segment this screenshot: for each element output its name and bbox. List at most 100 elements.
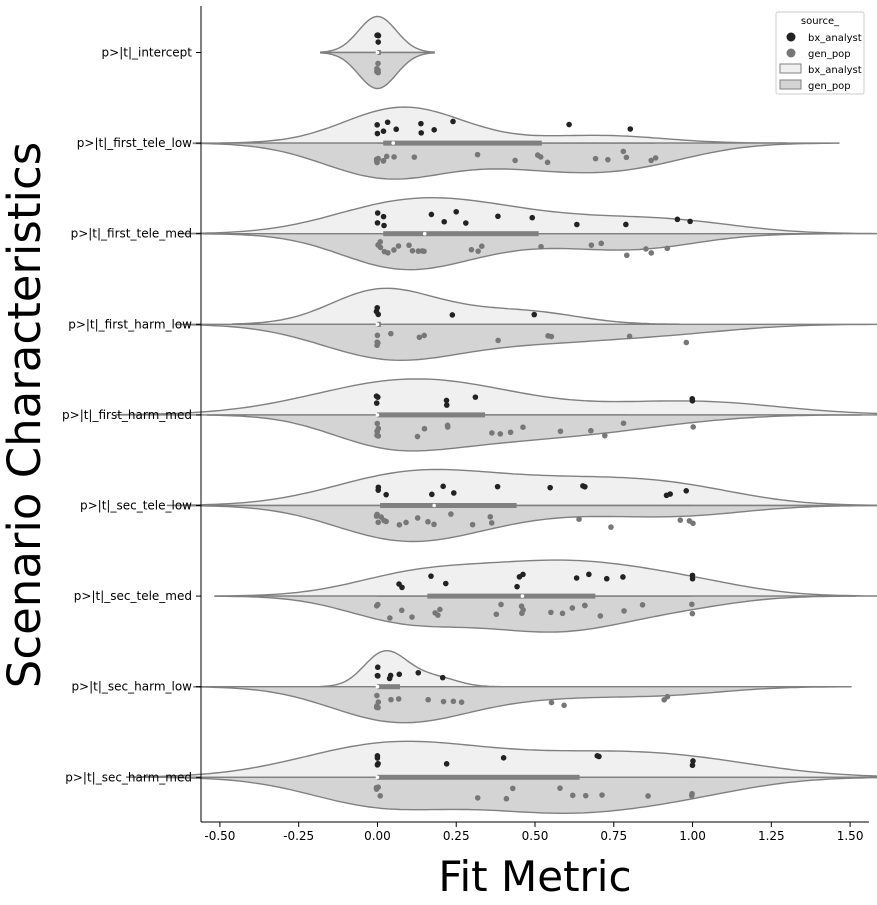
data-point-gen_pop <box>375 69 381 76</box>
data-point-gen_pop <box>421 425 428 432</box>
data-point-gen_pop <box>689 790 695 797</box>
data-point-bx_analyst <box>443 402 450 408</box>
data-point-bx_analyst <box>690 758 696 764</box>
data-point-bx_analyst <box>494 483 501 490</box>
violin-group <box>193 650 852 724</box>
legend-marker-bx-analyst-point <box>786 32 796 42</box>
box-iqr <box>427 593 596 599</box>
data-point-gen_pop <box>374 332 381 339</box>
legend-label-bx-analyst-point: bx_analyst <box>808 33 862 44</box>
data-point-gen_pop <box>519 610 525 617</box>
data-point-gen_pop <box>690 520 696 527</box>
violin-group <box>126 740 877 814</box>
data-point-bx_analyst <box>573 575 580 581</box>
data-point-gen_pop <box>495 337 501 344</box>
data-point-gen_pop <box>395 696 402 702</box>
data-point-gen_pop <box>576 516 582 522</box>
data-point-bx_analyst <box>373 400 380 406</box>
data-point-bx_analyst <box>384 119 391 126</box>
violin-group <box>320 15 435 90</box>
data-point-bx_analyst <box>443 761 450 767</box>
data-point-bx_analyst <box>429 491 435 498</box>
data-point-gen_pop <box>435 612 441 618</box>
data-point-bx_analyst <box>603 575 610 582</box>
box-iqr <box>383 140 542 146</box>
violin-bx_analyst <box>220 106 787 144</box>
data-point-gen_pop <box>469 521 476 528</box>
data-point-bx_analyst <box>374 32 381 38</box>
box-median <box>375 684 380 689</box>
x-tick-label: 1.50 <box>837 829 864 843</box>
data-point-gen_pop <box>626 333 633 340</box>
data-point-bx_analyst <box>689 398 696 404</box>
x-tick-label: 0.75 <box>600 829 627 843</box>
data-point-gen_pop <box>599 792 605 798</box>
data-point-gen_pop <box>623 154 630 161</box>
data-point-bx_analyst <box>450 118 456 125</box>
data-point-gen_pop <box>374 342 380 349</box>
violin-bx_analyst <box>177 197 877 235</box>
data-point-bx_analyst <box>443 397 450 404</box>
violin-group <box>177 197 877 271</box>
violin-bx_analyst <box>166 468 877 507</box>
data-point-gen_pop <box>582 602 588 609</box>
data-point-bx_analyst <box>667 491 673 497</box>
data-point-gen_pop <box>375 519 382 526</box>
data-point-gen_pop <box>559 610 566 617</box>
data-point-bx_analyst <box>627 126 634 132</box>
x-axis-title: Fit Metric <box>438 852 631 901</box>
box-median <box>432 503 436 508</box>
data-point-gen_pop <box>689 610 696 617</box>
data-point-bx_analyst <box>449 312 456 318</box>
data-point-gen_pop <box>458 699 465 705</box>
y-axis-title: Scenario Characteristics <box>0 142 51 688</box>
data-point-gen_pop <box>561 702 567 709</box>
x-tick-label: 0.00 <box>364 829 391 843</box>
data-point-bx_analyst <box>375 760 381 767</box>
data-point-bx_analyst <box>415 669 422 676</box>
data-point-bx_analyst <box>683 488 690 494</box>
violin-gen_pop <box>193 686 852 724</box>
violin-gen_pop <box>202 233 842 271</box>
data-point-gen_pop <box>403 519 409 526</box>
box-iqr <box>376 412 486 418</box>
data-point-bx_analyst <box>374 304 381 311</box>
data-point-bx_analyst <box>374 130 381 137</box>
violin-bx_analyst <box>320 650 501 688</box>
data-point-gen_pop <box>498 601 504 608</box>
legend-patch-bx-analyst <box>779 63 802 74</box>
data-point-bx_analyst <box>689 762 696 769</box>
data-point-gen_pop <box>639 602 646 608</box>
data-point-gen_pop <box>548 609 554 616</box>
data-point-gen_pop <box>602 432 608 439</box>
data-point-bx_analyst <box>500 754 507 761</box>
x-axis: -0.50 -0.25 0.00 0.25 0.50 0.75 1.00 1.25 1.50 <box>201 821 869 843</box>
data-point-gen_pop <box>479 243 485 249</box>
legend-marker-gen-pop-point <box>786 48 796 58</box>
data-point-gen_pop <box>425 696 431 703</box>
data-point-gen_pop <box>373 602 380 609</box>
data-point-gen_pop <box>664 245 671 252</box>
box-median <box>520 594 525 598</box>
data-point-bx_analyst <box>453 208 460 215</box>
data-point-gen_pop <box>380 158 387 164</box>
data-point-bx_analyst <box>531 311 538 318</box>
x-tick-label: 0.25 <box>443 829 470 843</box>
plot-area <box>115 15 877 814</box>
data-point-gen_pop <box>468 246 475 253</box>
data-point-bx_analyst <box>428 573 434 579</box>
data-point-gen_pop <box>383 518 389 525</box>
y-tick-label: p>|t|_sec_tele_low <box>80 499 192 513</box>
data-point-gen_pop <box>690 424 696 430</box>
data-point-gen_pop <box>395 243 402 249</box>
data-point-gen_pop <box>398 607 405 614</box>
data-point-gen_pop <box>450 698 457 705</box>
y-tick-label: p>|t|_sec_tele_med <box>74 589 192 603</box>
legend-title: source_ <box>801 16 840 27</box>
data-point-gen_pop <box>374 420 381 427</box>
data-point-bx_analyst <box>574 221 580 228</box>
data-point-bx_analyst <box>566 121 572 128</box>
data-point-gen_pop <box>557 428 564 435</box>
y-tick-label: p>|t|_intercept <box>102 46 193 60</box>
